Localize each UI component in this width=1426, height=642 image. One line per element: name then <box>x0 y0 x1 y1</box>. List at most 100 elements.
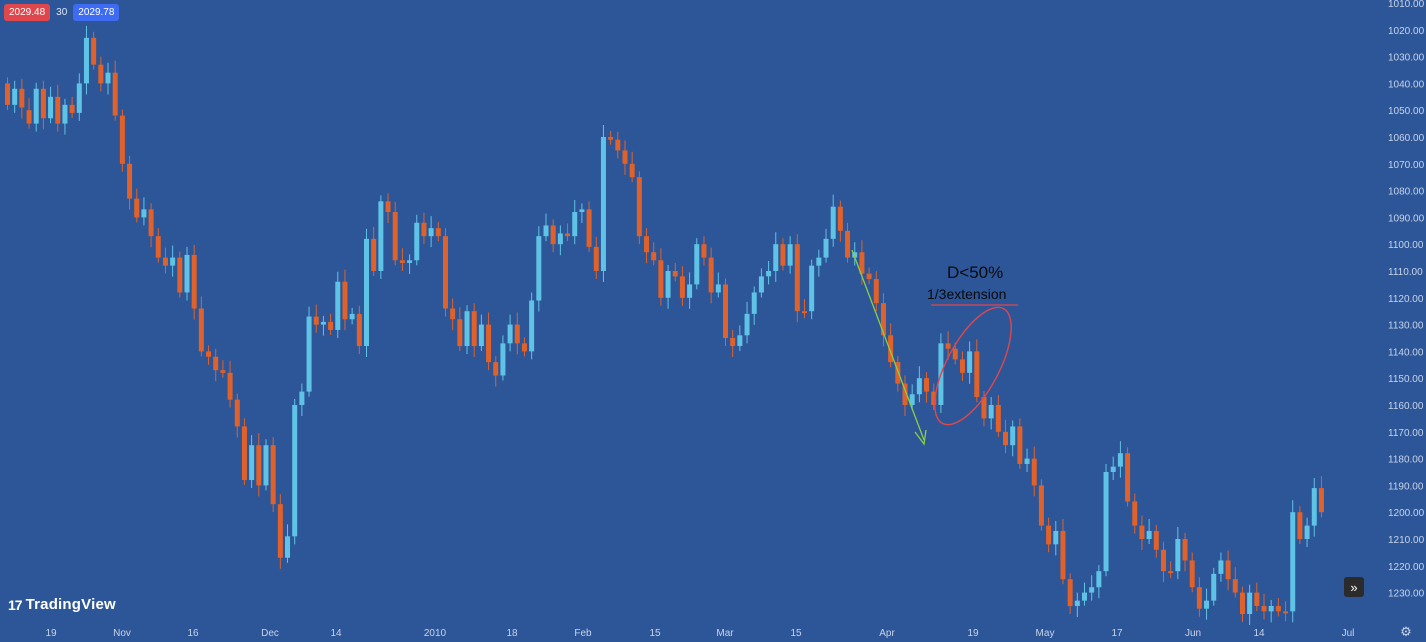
candles-group <box>5 25 1324 626</box>
candle-body <box>349 313 355 320</box>
candle-body <box>1182 539 1188 561</box>
candle-body <box>665 271 671 298</box>
price-tick-label: 1180.00 <box>1388 455 1424 466</box>
candle-body <box>141 209 147 218</box>
candle-body <box>514 324 520 344</box>
candle-body <box>69 104 75 113</box>
candle-body <box>40 88 46 119</box>
candle-body <box>486 324 492 363</box>
candle-body <box>1283 611 1289 614</box>
candle-body <box>407 260 413 263</box>
time-axis[interactable]: 19 Nov 16 Dec 14 2010 18 Feb 15 Mar 15 Apr 19 May 17 Ju… <box>45 628 1354 639</box>
price-tick-label: 1060.00 <box>1388 133 1425 144</box>
candle-body <box>478 324 484 347</box>
candle-body <box>701 244 707 258</box>
tradingview-logo-mark: 17 <box>8 596 23 613</box>
candle-body <box>213 356 219 371</box>
candle-body <box>988 405 994 419</box>
candle-body <box>536 236 542 301</box>
price-tick-label: 1230.00 <box>1388 589 1425 600</box>
candle-body <box>450 308 456 320</box>
candle-body <box>1060 530 1066 580</box>
price-tick-label: 1120.00 <box>1388 294 1424 305</box>
candle-body <box>967 351 973 373</box>
chart-settings-button[interactable]: ⚙ <box>1398 624 1414 640</box>
candle-body <box>1290 512 1296 612</box>
candle-body <box>26 110 32 124</box>
candle-body <box>758 276 764 293</box>
candle-body <box>464 311 470 347</box>
bid-price-button[interactable]: 2029.48 <box>4 4 51 21</box>
candle-body <box>1024 458 1030 464</box>
price-tick-label: 1010.00 <box>1388 0 1425 10</box>
ask-price-button[interactable]: 2029.78 <box>73 4 120 21</box>
candle-body <box>679 276 685 298</box>
candle-body <box>442 236 448 309</box>
candle-body <box>1268 606 1274 612</box>
candle-body <box>500 343 506 376</box>
candle-body <box>1132 501 1138 526</box>
candle-body <box>1103 472 1109 572</box>
annotation-title: D<50% <box>947 263 1004 282</box>
candle-body <box>206 351 212 357</box>
candle-body <box>378 201 384 271</box>
candle-body <box>5 83 10 105</box>
candle-body <box>220 370 226 373</box>
candle-body <box>335 281 341 330</box>
candle-body <box>694 244 700 285</box>
candle-body <box>364 238 369 347</box>
spread-value: 30 <box>56 7 68 18</box>
candle-body <box>809 265 815 312</box>
candle-body <box>837 206 843 231</box>
price-tick-label: 1050.00 <box>1388 106 1425 117</box>
candle-body <box>1046 525 1052 545</box>
candle-body <box>1318 488 1324 513</box>
candle-body <box>1225 560 1231 580</box>
candle-body <box>62 104 68 124</box>
candle-body <box>270 445 276 505</box>
candle-body <box>170 257 176 266</box>
time-tick-label: 14 <box>330 628 342 639</box>
tradingview-logo[interactable]: 17 TradingView <box>8 596 116 613</box>
candle-body <box>1117 453 1123 467</box>
candle-body <box>1096 571 1102 588</box>
candle-body <box>328 321 334 330</box>
candle-body <box>708 257 714 293</box>
candle-body <box>421 222 427 237</box>
candle-body <box>586 209 592 247</box>
candle-body <box>1017 426 1023 464</box>
candle-body <box>593 246 599 271</box>
candle-body <box>751 292 757 314</box>
candle-body <box>600 137 606 271</box>
candle-body <box>428 228 434 237</box>
candle-body <box>292 405 298 537</box>
candle-body <box>557 233 563 245</box>
candle-body <box>155 236 161 258</box>
candle-body <box>457 319 463 347</box>
candle-body <box>830 206 836 239</box>
price-tick-label: 1110.00 <box>1388 267 1423 278</box>
candle-body <box>392 212 398 261</box>
candle-body <box>1239 592 1245 615</box>
price-axis[interactable]: 1010.00 1020.00 1030.00 1040.00 1050.00 1060.… <box>1388 0 1425 600</box>
candle-body <box>98 64 104 84</box>
candle-body <box>1003 431 1009 446</box>
price-tick-label: 1020.00 <box>1388 26 1425 37</box>
candle-body <box>931 391 937 405</box>
trend-arrow-line[interactable] <box>851 249 925 441</box>
candle-body <box>880 303 886 336</box>
candle-body <box>981 396 987 419</box>
candle-body <box>959 359 965 373</box>
candle-body <box>909 394 915 405</box>
candle-body <box>615 139 621 151</box>
candle-body <box>737 335 743 347</box>
candle-body <box>177 257 183 293</box>
scroll-to-realtime-button[interactable]: » <box>1344 577 1364 597</box>
candle-body <box>1254 592 1260 606</box>
candle-body <box>1175 539 1181 572</box>
price-tick-label: 1080.00 <box>1388 187 1425 198</box>
candle-body <box>91 37 97 65</box>
highlight-ellipse[interactable] <box>920 296 1027 435</box>
